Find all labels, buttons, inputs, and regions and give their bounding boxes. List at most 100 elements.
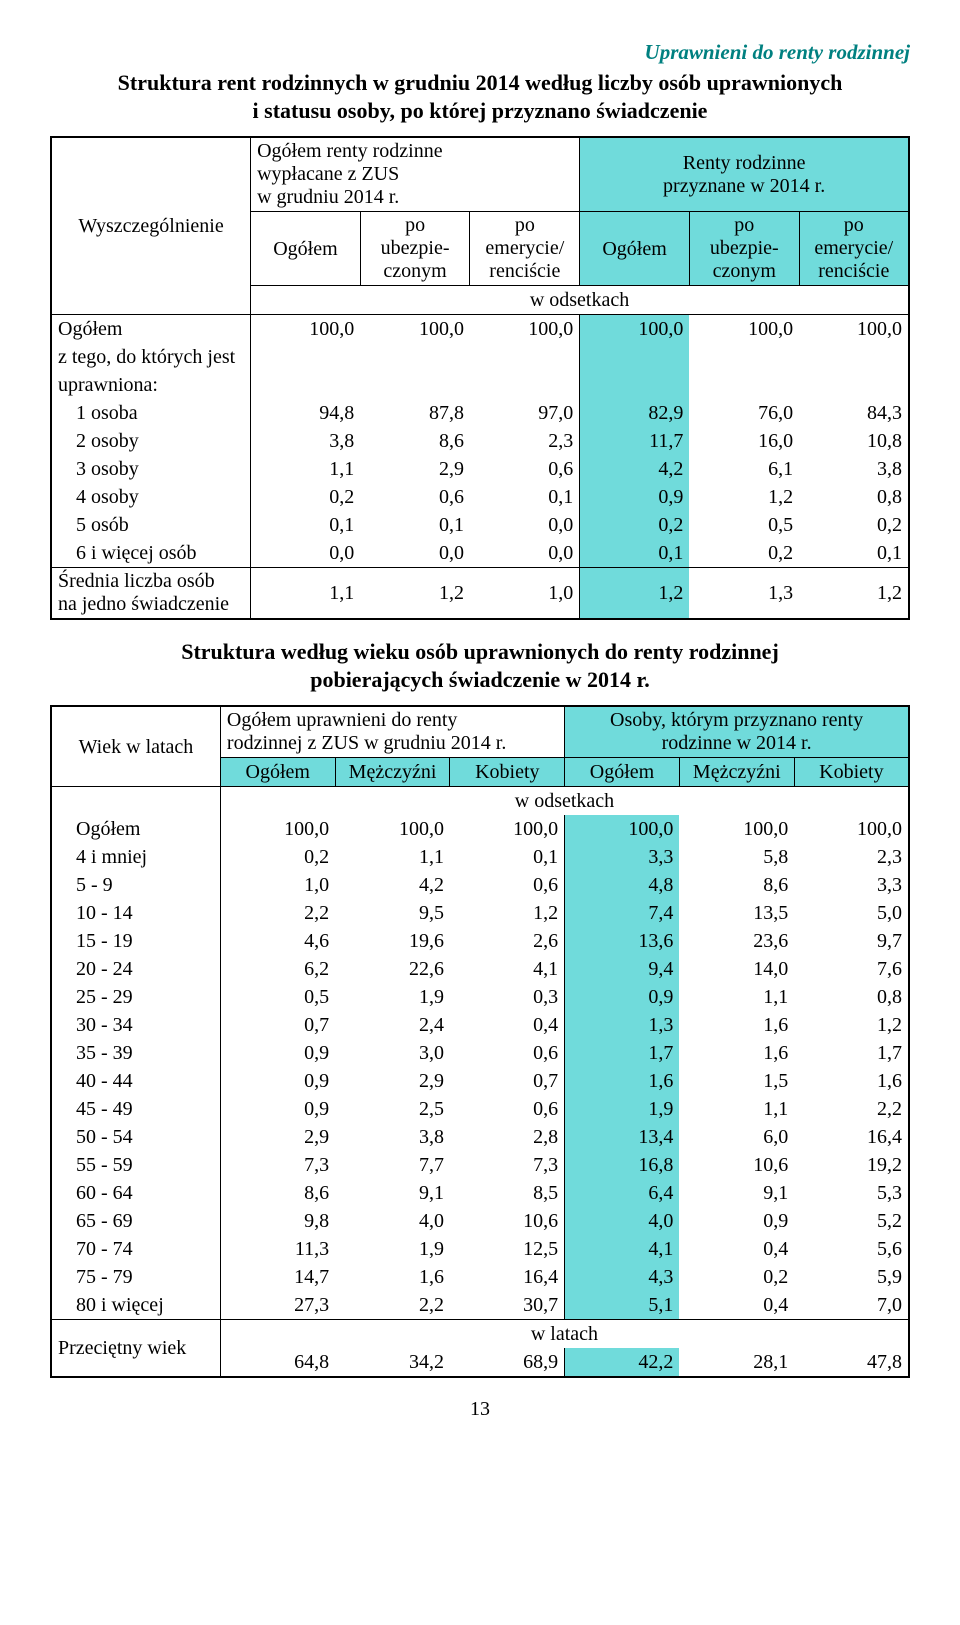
t1-cell: 76,0 <box>689 399 799 427</box>
t2-cell: 100,0 <box>450 815 565 843</box>
t2-group-left: Ogółem uprawnieni do renty rodzinnej z Z… <box>220 706 564 758</box>
t2-cell: 5,6 <box>794 1235 909 1263</box>
t1-cell <box>580 371 690 399</box>
t2-cell: 22,6 <box>335 955 450 983</box>
t1-row-label: Ogółem <box>51 315 251 344</box>
t2-row-label: 10 - 14 <box>51 899 220 927</box>
t1-row-label: 2 osoby <box>51 427 251 455</box>
t2-cell: 0,4 <box>450 1011 565 1039</box>
t2-cell: 23,6 <box>679 927 794 955</box>
t2-avg-3: 42,2 <box>565 1348 680 1377</box>
t2-cell: 100,0 <box>220 815 335 843</box>
t2-cell: 8,6 <box>220 1179 335 1207</box>
t1-cell <box>470 371 580 399</box>
t1-row-label: 1 osoba <box>51 399 251 427</box>
t2-cell: 9,1 <box>679 1179 794 1207</box>
t2-cell: 1,9 <box>335 1235 450 1263</box>
t1-gr-l1: Renty rodzinne <box>683 152 806 174</box>
t1-gl-l1: Ogółem renty rodzinne <box>257 140 443 162</box>
t2-cell: 1,6 <box>335 1263 450 1291</box>
t1-avg-2: 1,0 <box>470 568 580 620</box>
t2-cell: 19,6 <box>335 927 450 955</box>
t1-avg-0: 1,1 <box>251 568 361 620</box>
t2-cell: 7,7 <box>335 1151 450 1179</box>
t2-row-label: 25 - 29 <box>51 983 220 1011</box>
t2-cell: 3,0 <box>335 1039 450 1067</box>
t1-avg-label: Średnia liczba osób na jedno świadczenie <box>51 568 251 620</box>
t2-cell: 2,8 <box>450 1123 565 1151</box>
t2-row-label: 45 - 49 <box>51 1095 220 1123</box>
t2-cell: 16,4 <box>450 1263 565 1291</box>
t2-cell: 4,1 <box>565 1235 680 1263</box>
t1-cell: 97,0 <box>470 399 580 427</box>
t1-col-emer-right: poemerycie/renciście <box>799 212 909 286</box>
t2-cell: 1,7 <box>565 1039 680 1067</box>
t2-cell: 2,4 <box>335 1011 450 1039</box>
table2: Wiek w latach Ogółem uprawnieni do renty… <box>50 705 910 1378</box>
t2-cell: 4,3 <box>565 1263 680 1291</box>
t1-row-label: 6 i więcej osób <box>51 539 251 568</box>
title1-line1: Struktura rent rodzinnych w grudniu 2014… <box>118 70 843 95</box>
t2-cell: 1,6 <box>679 1011 794 1039</box>
t2-cell: 7,6 <box>794 955 909 983</box>
t2-cell: 1,6 <box>679 1039 794 1067</box>
t1-cell: 100,0 <box>580 315 690 344</box>
t2-cell: 1,1 <box>335 843 450 871</box>
t1-cell <box>360 371 470 399</box>
t2-cell: 10,6 <box>679 1151 794 1179</box>
t2-row-label: Ogółem <box>51 815 220 843</box>
t1-cell: 0,8 <box>799 483 909 511</box>
t1-cell: 0,1 <box>580 539 690 568</box>
t2-cell: 10,6 <box>450 1207 565 1235</box>
t1-cell: 16,0 <box>689 427 799 455</box>
t1-cell <box>689 371 799 399</box>
t2-cell: 7,0 <box>794 1291 909 1320</box>
t2-cell: 9,7 <box>794 927 909 955</box>
t1-cell: 2,9 <box>360 455 470 483</box>
t1-col-ubez-right: poubezpie-czonym <box>689 212 799 286</box>
t2-cell: 14,0 <box>679 955 794 983</box>
t1-cell: 1,2 <box>689 483 799 511</box>
t1-cell <box>360 343 470 371</box>
t1-group-left: Ogółem renty rodzinne wypłacane z ZUS w … <box>251 137 580 212</box>
t1-cell: 100,0 <box>799 315 909 344</box>
t2-cell: 5,3 <box>794 1179 909 1207</box>
t2-cell: 4,2 <box>335 871 450 899</box>
t2-col-k-l: Kobiety <box>450 758 565 787</box>
t1-cell: 0,0 <box>251 539 361 568</box>
t1-cell: 0,1 <box>251 511 361 539</box>
t1-cell: 100,0 <box>360 315 470 344</box>
t2-cell: 1,6 <box>565 1067 680 1095</box>
t2-cell: 0,4 <box>679 1291 794 1320</box>
t1-col-emer-left: poemerycie/renciście <box>470 212 580 286</box>
t2-cell: 4,0 <box>335 1207 450 1235</box>
t1-cell <box>799 371 909 399</box>
t1-cell <box>251 371 361 399</box>
t1-cell: 0,5 <box>689 511 799 539</box>
t2-cell: 12,5 <box>450 1235 565 1263</box>
t2-cell: 0,4 <box>679 1235 794 1263</box>
t1-col-ubez-left: poubezpie-czonym <box>360 212 470 286</box>
t2-cell: 3,3 <box>794 871 909 899</box>
t2-cell: 6,2 <box>220 955 335 983</box>
t2-cell: 1,3 <box>565 1011 680 1039</box>
t2-cell: 0,9 <box>679 1207 794 1235</box>
t1-unit: w odsetkach <box>251 286 909 315</box>
t1-cell <box>689 343 799 371</box>
t2-row-label: 4 i mniej <box>51 843 220 871</box>
t2-col-m-r: Mężczyźni <box>679 758 794 787</box>
t2-row-label: 35 - 39 <box>51 1039 220 1067</box>
t2-col-og-l: Ogółem <box>220 758 335 787</box>
t2-cell: 7,3 <box>220 1151 335 1179</box>
t2-avg-0: 64,8 <box>220 1348 335 1377</box>
t1-stub-header: Wyszczególnienie <box>51 137 251 315</box>
t2-avg-1: 34,2 <box>335 1348 450 1377</box>
t1-cell: 11,7 <box>580 427 690 455</box>
t2-cell: 6,4 <box>565 1179 680 1207</box>
t1-gl-l2: wypłacane z ZUS <box>257 163 399 185</box>
t2-cell: 4,1 <box>450 955 565 983</box>
t2-cell: 7,4 <box>565 899 680 927</box>
t2-avg-2: 68,9 <box>450 1348 565 1377</box>
t2-cell: 13,6 <box>565 927 680 955</box>
t2-cell: 1,9 <box>335 983 450 1011</box>
